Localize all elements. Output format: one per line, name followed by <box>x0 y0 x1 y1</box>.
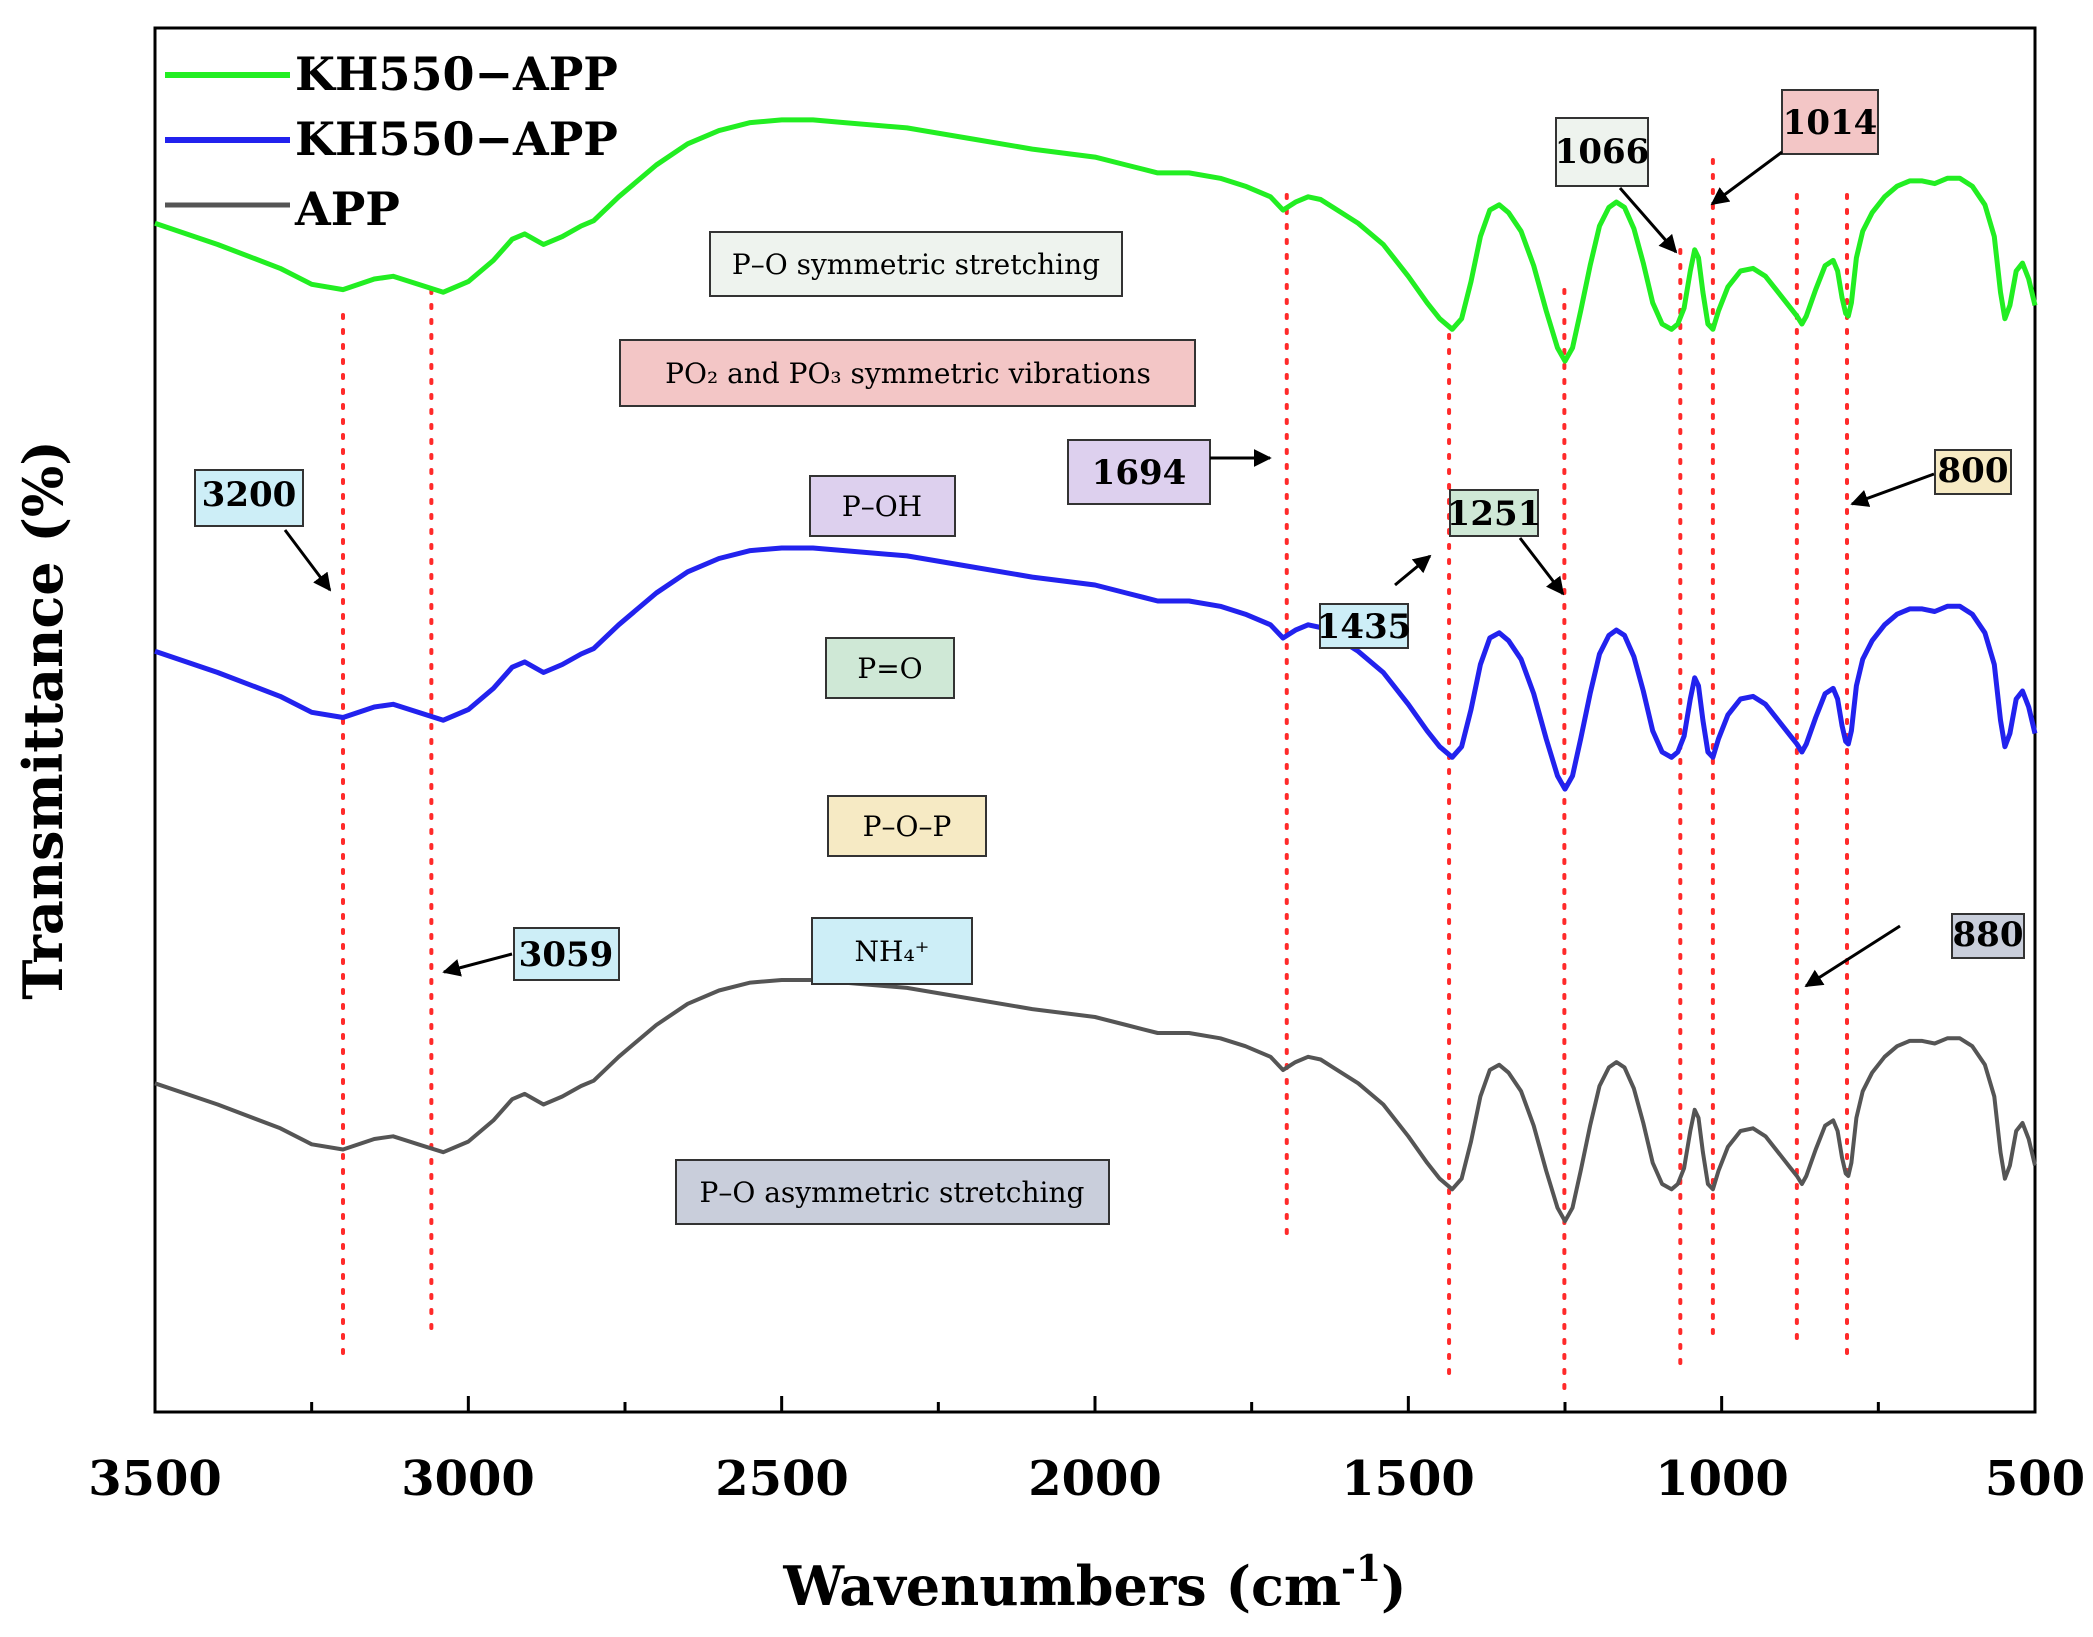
annotation-arrows <box>283 150 1935 988</box>
peak-label-1435: 1435 <box>1317 603 1412 649</box>
legend-label-blue: KH550−APP <box>295 112 618 166</box>
svg-text:1066: 1066 <box>1555 132 1650 172</box>
arrow-1014 <box>1710 150 1783 206</box>
x-tick-label: 2000 <box>1028 1451 1162 1507</box>
series-line <box>154 545 2038 792</box>
peak-label-1066: 1066 <box>1555 117 1650 187</box>
peak-label-800: 800 <box>1934 449 2012 495</box>
legend: KH550−APP KH550−APP APP <box>165 47 618 236</box>
peak-label-3200: 3200 <box>194 469 304 527</box>
x-axis-title: Wavenumbers (cm-1) <box>782 1548 1406 1618</box>
legend-label-gray: APP <box>294 182 400 236</box>
x-tick-label: 500 <box>1985 1451 2085 1507</box>
svg-text:PO₂ and PO₃ symmetric vibratio: PO₂ and PO₃ symmetric vibrations <box>665 357 1151 390</box>
svg-text:1251: 1251 <box>1447 494 1542 534</box>
label-po-sym-stretch: P–O symmetric stretching <box>709 231 1123 297</box>
x-tick-label: 1500 <box>1341 1451 1475 1507</box>
arrow-880 <box>1804 924 1901 988</box>
arrow-1251 <box>1518 537 1565 596</box>
peak-labels: 3200 3059 1694 1435 1251 1066 1014 880 <box>194 89 2025 981</box>
svg-text:P–O asymmetric stretching: P–O asymmetric stretching <box>700 1176 1085 1209</box>
x-ticks <box>153 1396 2037 1412</box>
svg-text:880: 880 <box>1953 915 2024 955</box>
peak-label-1694: 1694 <box>1067 439 1211 505</box>
peak-label-1014: 1014 <box>1781 89 1879 155</box>
x-tick-label: 3500 <box>88 1451 222 1507</box>
svg-text:1694: 1694 <box>1092 453 1187 493</box>
svg-text:1435: 1435 <box>1317 607 1412 647</box>
svg-text:1014: 1014 <box>1783 103 1878 143</box>
svg-text:P–OH: P–OH <box>842 490 922 523</box>
arrow-800 <box>1850 472 1935 507</box>
label-p-oh: P–OH <box>809 475 956 537</box>
svg-text:P–O–P: P–O–P <box>863 810 952 843</box>
svg-text:3200: 3200 <box>202 475 297 515</box>
svg-text:P–O symmetric stretching: P–O symmetric stretching <box>732 248 1100 281</box>
arrow-1066 <box>1618 187 1678 254</box>
series-line <box>154 978 2037 1224</box>
legend-label-green: KH550−APP <box>295 47 618 101</box>
svg-text:800: 800 <box>1938 451 2009 491</box>
label-po2-po3-vib: PO₂ and PO₃ symmetric vibrations <box>619 339 1196 407</box>
series-group <box>154 117 2038 1224</box>
assignment-labels: P–O symmetric stretching PO₂ and PO₃ sym… <box>619 231 1196 1225</box>
x-tick-label: 3000 <box>401 1451 535 1507</box>
arrow-3200 <box>283 529 332 592</box>
peak-label-880: 880 <box>1951 913 2025 959</box>
label-p-o-p: P–O–P <box>827 795 987 857</box>
x-tick-labels: 3500 3000 2500 2000 1500 1000 500 <box>88 1451 2085 1507</box>
svg-text:NH₄⁺: NH₄⁺ <box>855 935 930 968</box>
x-tick-label: 1000 <box>1655 1451 1789 1507</box>
peak-label-3059: 3059 <box>513 927 620 981</box>
label-nh4: NH₄⁺ <box>811 917 973 985</box>
arrow-3059 <box>442 952 513 977</box>
svg-text:3059: 3059 <box>519 935 614 975</box>
y-axis-title: Transmittance (%) <box>11 440 75 1000</box>
peak-label-1251: 1251 <box>1447 489 1542 537</box>
x-tick-label: 2500 <box>715 1451 849 1507</box>
label-p-double-o: P=O <box>825 637 955 699</box>
arrow-1435 <box>1394 554 1432 587</box>
label-po-asym-stretch: P–O asymmetric stretching <box>675 1159 1110 1225</box>
svg-text:P=O: P=O <box>857 652 922 685</box>
series-line <box>154 117 2038 364</box>
